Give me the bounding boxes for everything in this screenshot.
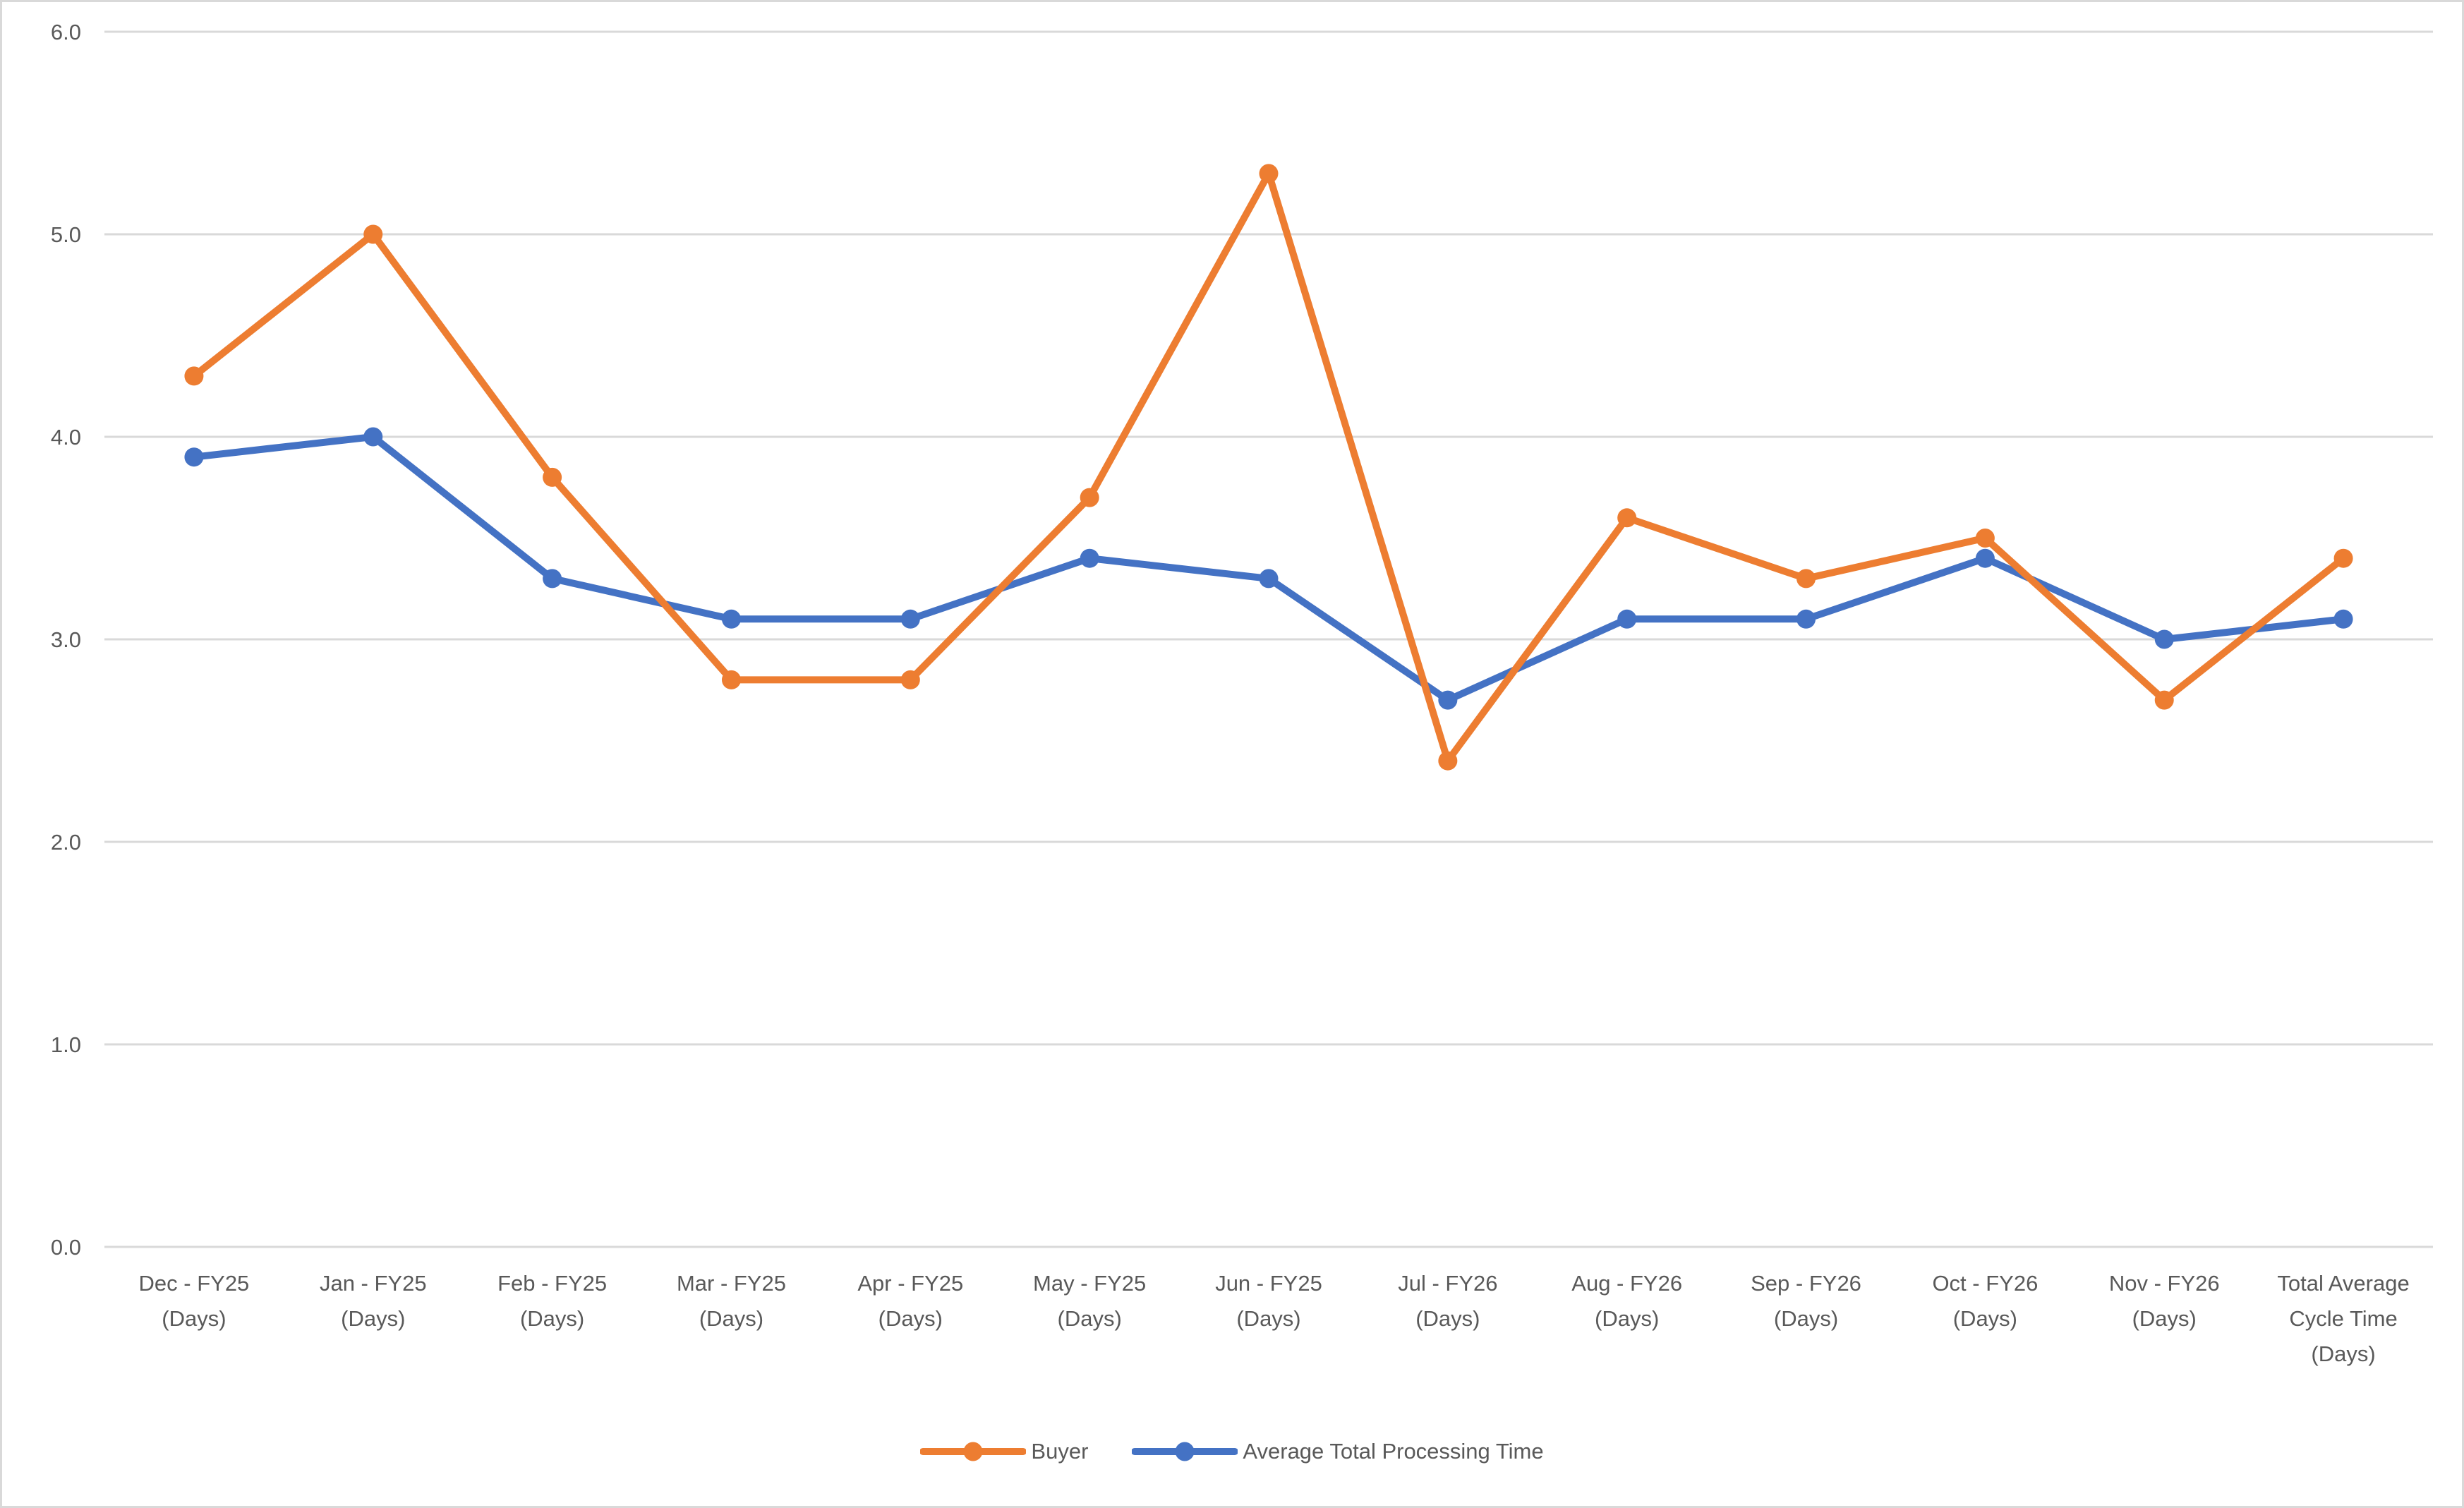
y-axis-tick-label: 6.0 [51, 20, 81, 44]
legend-label-average-total-processing-time: Average Total Processing Time [1243, 1439, 1544, 1464]
average-total-processing-time-data-point-marker[interactable] [184, 447, 204, 467]
x-axis-category-label: May - FY25 (Days) [1033, 1271, 1146, 1331]
x-axis-category-label: Jul - FY26 (Days) [1398, 1271, 1497, 1331]
average-total-processing-time-data-point-marker[interactable] [1796, 609, 1816, 629]
buyer-data-point-marker[interactable] [2333, 548, 2353, 568]
legend-item-average-total-processing-time[interactable]: Average Total Processing Time [1132, 1439, 1544, 1464]
buyer-data-point-marker[interactable] [900, 670, 920, 689]
y-axis-tick-label: 4.0 [51, 425, 81, 450]
buyer-data-point-marker[interactable] [363, 224, 383, 244]
buyer-data-point-marker[interactable] [2154, 690, 2174, 710]
x-axis-category-label: Apr - FY25 (Days) [857, 1271, 963, 1331]
y-axis-tick-label: 0.0 [51, 1235, 81, 1260]
x-axis-category-label: Aug - FY26 (Days) [1571, 1271, 1682, 1331]
average-total-processing-time-data-point-marker[interactable] [1259, 569, 1279, 589]
buyer-data-point-marker[interactable] [543, 467, 562, 487]
y-axis-tick-label: 2.0 [51, 830, 81, 855]
buyer-data-point-marker[interactable] [1438, 751, 1458, 771]
average-total-processing-time-data-point-marker[interactable] [1438, 690, 1458, 710]
legend-label-buyer: Buyer [1031, 1439, 1089, 1464]
x-axis-category-label: Nov - FY26 (Days) [2109, 1271, 2220, 1331]
legend-item-buyer[interactable]: Buyer [920, 1439, 1088, 1464]
average-total-processing-time-data-point-marker[interactable] [363, 427, 383, 447]
average-total-processing-time-data-point-marker[interactable] [543, 569, 562, 589]
x-axis-category-label: Oct - FY26 (Days) [1932, 1271, 2038, 1331]
buyer-series-line[interactable] [190, 169, 2348, 765]
x-axis-category-label: Jan - FY25 (Days) [320, 1271, 427, 1331]
buyer-data-point-marker[interactable] [1259, 164, 1279, 183]
x-axis-category-label: Dec - FY25 (Days) [139, 1271, 250, 1331]
buyer-data-point-marker[interactable] [1080, 488, 1099, 507]
x-axis-category-label: Jun - FY25 (Days) [1215, 1271, 1322, 1331]
x-axis-category-label: Total Average Cycle Time (Days) [2277, 1271, 2409, 1366]
buyer-data-point-marker[interactable] [184, 366, 204, 386]
x-axis-category-label: Feb - FY25 (Days) [497, 1271, 607, 1331]
y-axis-tick-label: 3.0 [51, 627, 81, 652]
y-axis-tick-label: 5.0 [51, 222, 81, 247]
legend: Buyer Average Total Processing Time [2, 1439, 2462, 1464]
x-axis-category-label: Sep - FY26 (Days) [1751, 1271, 1861, 1331]
buyer-data-point-marker[interactable] [721, 670, 741, 689]
average-total-processing-time-legend-marker-icon [1132, 1442, 1238, 1461]
average-total-processing-time-data-point-marker[interactable] [1080, 548, 1099, 568]
buyer-legend-marker-icon [920, 1442, 1027, 1461]
buyer-data-point-marker[interactable] [1975, 529, 1995, 548]
average-total-processing-time-data-point-marker[interactable] [2333, 609, 2353, 629]
average-total-processing-time-data-point-marker[interactable] [1617, 609, 1637, 629]
average-total-processing-time-data-point-marker[interactable] [1975, 548, 1995, 568]
average-total-processing-time-data-point-marker[interactable] [2154, 629, 2174, 649]
average-total-processing-time-data-point-marker[interactable] [900, 609, 920, 629]
average-total-processing-time-data-point-marker[interactable] [721, 609, 741, 629]
y-axis-tick-label: 1.0 [51, 1032, 81, 1057]
buyer-data-point-marker[interactable] [1617, 508, 1637, 528]
x-axis-category-label: Mar - FY25 (Days) [677, 1271, 786, 1331]
buyer-data-point-marker[interactable] [1796, 569, 1816, 589]
